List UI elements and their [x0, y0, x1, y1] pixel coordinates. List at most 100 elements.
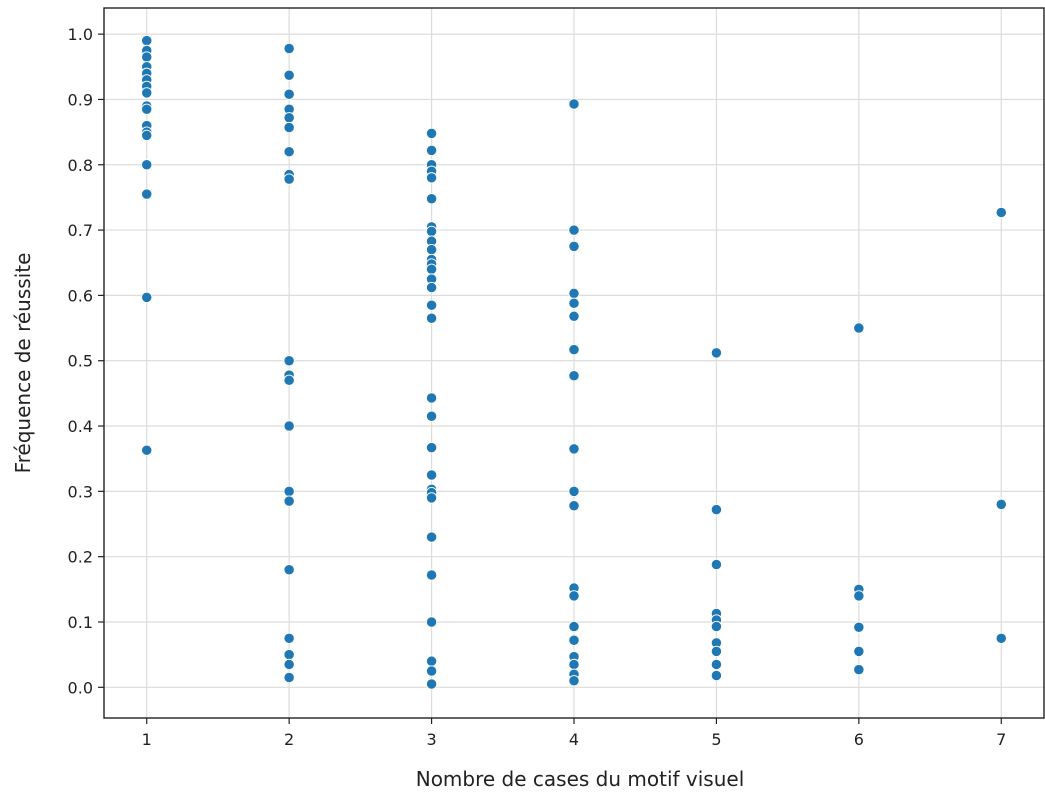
data-point: [283, 173, 295, 185]
x-tick-label: 2: [284, 730, 294, 749]
data-point: [425, 655, 438, 667]
y-tick-label: 0.2: [68, 548, 93, 567]
data-point: [853, 590, 865, 602]
data-point: [141, 87, 153, 99]
data-point: [425, 616, 438, 628]
data-point: [425, 569, 438, 581]
data-point: [425, 678, 438, 690]
data-point: [425, 392, 438, 404]
data-point: [568, 675, 580, 687]
data-point: [853, 322, 865, 334]
data-point: [568, 590, 580, 602]
data-point: [710, 347, 723, 359]
data-point: [283, 69, 295, 81]
y-tick-label: 0.8: [68, 156, 93, 175]
data-point: [568, 224, 580, 236]
data-point: [425, 144, 438, 157]
x-tick-label: 1: [142, 730, 152, 749]
y-tick-label: 0.5: [68, 352, 93, 371]
data-point: [995, 498, 1007, 511]
data-point: [710, 620, 723, 633]
y-axis-ticks: 0.0 0.1 0.2 0.3 0.4 0.5 0.6 0.7 0.8 0.9 1.0: [68, 25, 104, 697]
data-point: [425, 665, 438, 677]
data-point: [568, 370, 580, 382]
data-point: [568, 240, 580, 253]
data-point: [425, 244, 438, 256]
data-point: [853, 664, 865, 676]
data-point: [141, 291, 153, 304]
data-point: [568, 98, 580, 110]
data-point: [283, 121, 295, 134]
data-point: [141, 129, 153, 142]
data-point: [710, 503, 723, 516]
data-point: [425, 127, 438, 140]
data-point: [568, 620, 580, 633]
y-tick-label: 0.0: [68, 678, 93, 697]
data-point: [283, 485, 295, 497]
data-point: [568, 310, 580, 322]
y-tick-label: 0.1: [68, 613, 93, 632]
data-point: [141, 51, 153, 63]
data-point: [853, 621, 865, 633]
data-points: [141, 35, 1007, 690]
data-point: [995, 632, 1007, 644]
x-tick-label: 4: [569, 730, 579, 749]
x-tick-label: 3: [426, 730, 436, 749]
data-point: [568, 634, 580, 646]
x-tick-label: 6: [854, 730, 864, 749]
y-tick-label: 0.6: [68, 286, 93, 305]
data-point: [425, 299, 438, 311]
data-point: [568, 500, 580, 512]
data-point: [141, 35, 153, 47]
y-tick-label: 0.7: [68, 221, 93, 240]
data-point: [710, 669, 723, 682]
y-tick-label: 0.4: [68, 417, 93, 436]
data-point: [283, 112, 295, 124]
data-point: [425, 172, 438, 184]
y-tick-label: 1.0: [68, 25, 93, 44]
data-point: [283, 671, 295, 684]
data-point: [710, 645, 723, 658]
x-tick-label: 7: [996, 730, 1006, 749]
data-point: [283, 374, 295, 386]
data-point: [995, 206, 1007, 219]
data-point: [283, 420, 295, 432]
data-point: [425, 263, 438, 275]
data-point: [710, 558, 723, 571]
data-point: [141, 444, 153, 456]
y-tick-label: 0.9: [68, 90, 93, 109]
x-axis-ticks: 1 2 3 4 5 6 7: [142, 718, 1006, 749]
data-point: [710, 658, 723, 671]
data-point: [425, 410, 438, 422]
x-axis-label: Nombre de cases du motif visuel: [416, 767, 745, 791]
data-point: [425, 492, 438, 504]
data-point: [425, 225, 438, 238]
data-point: [283, 564, 295, 576]
data-point: [141, 188, 153, 200]
data-point: [283, 42, 295, 55]
data-point: [283, 495, 295, 507]
data-point: [283, 632, 295, 644]
data-point: [283, 648, 295, 661]
data-point: [425, 193, 438, 205]
data-point: [425, 469, 438, 481]
data-point: [425, 441, 438, 454]
data-point: [568, 485, 580, 497]
data-point: [141, 159, 153, 171]
data-point: [568, 658, 580, 671]
data-point: [568, 297, 580, 309]
data-point: [568, 343, 580, 356]
data-point: [425, 281, 438, 294]
x-tick-label: 5: [711, 730, 721, 749]
y-axis-label: Fréquence de réussite: [11, 253, 35, 474]
data-point: [425, 531, 438, 543]
data-point: [283, 146, 295, 158]
data-point: [568, 443, 580, 455]
data-point: [568, 287, 580, 300]
data-point: [283, 355, 295, 367]
data-point: [425, 312, 438, 324]
grid: [104, 8, 1044, 718]
data-point: [283, 658, 295, 671]
data-point: [283, 88, 295, 100]
